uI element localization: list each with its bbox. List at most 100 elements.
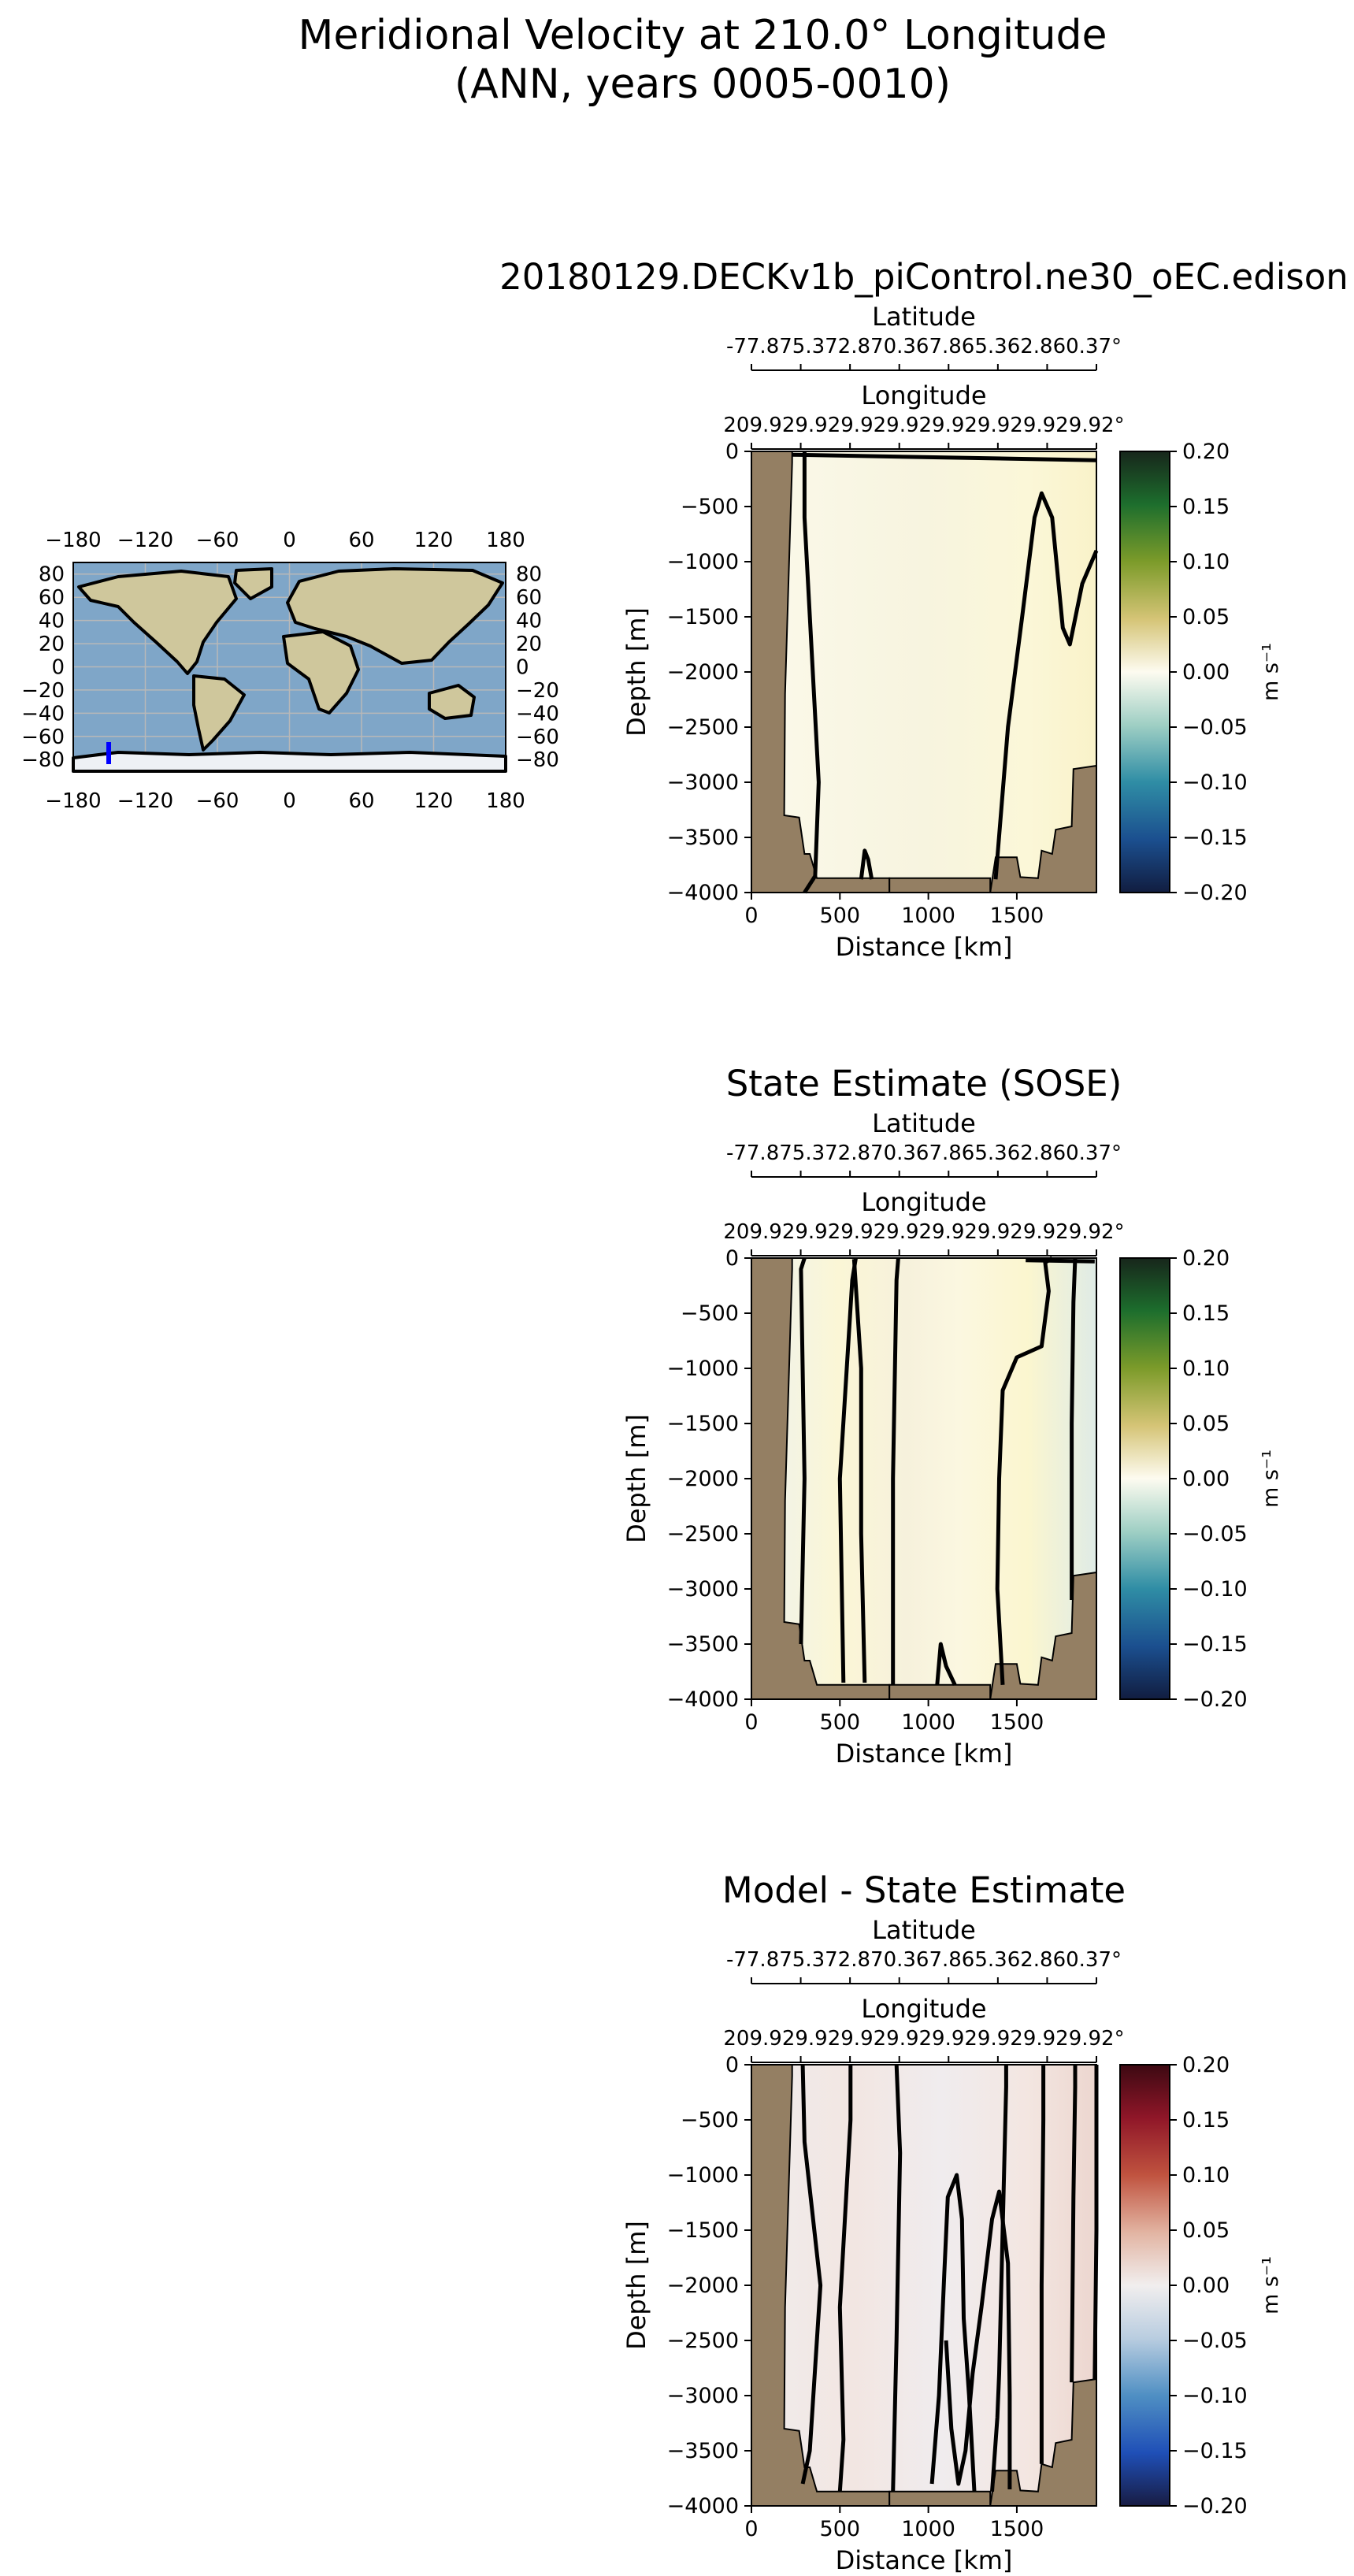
colorbar-tick-label: 0.20 (1182, 440, 1230, 464)
y-tick-label: −2500 (667, 715, 739, 740)
map-bottom-tick-label: −60 (196, 789, 239, 813)
map-right-tick-label: −40 (516, 702, 559, 726)
y-tick-label: −500 (681, 1301, 739, 1326)
colorbar-tick-label: 0.20 (1182, 1246, 1230, 1271)
map-top-tick-label: 0 (283, 529, 296, 552)
velocity-field (751, 1258, 1096, 1699)
colorbar-label: m s⁻¹ (1259, 1449, 1283, 1508)
transect-panel-3: Model - State Estimate Latitude -77.875.37… (621, 1869, 1283, 2575)
x-axis-label: Distance [km] (836, 1739, 1013, 1769)
zero-contour (859, 848, 874, 880)
secondary-axis-ticks: 209.929.929.929.929.929.929.929.92° (723, 1220, 1124, 1244)
map-bottom-tick-label: −120 (117, 789, 173, 813)
map-right-tick-label: 60 (516, 586, 542, 610)
colorbar (1119, 451, 1170, 893)
colorbar-tick-label: 0.00 (1182, 660, 1230, 685)
zero-contour (800, 2064, 823, 2485)
secondary-axis-label: Longitude (861, 1187, 986, 1217)
zero-contour (802, 451, 821, 894)
colorbar-tick-label: 0.05 (1182, 2218, 1230, 2243)
map-top-tick-label: −60 (196, 529, 239, 552)
map-right-tick-label: −60 (516, 726, 559, 749)
colorbar-tick-label: −0.10 (1182, 770, 1248, 795)
colorbar-label: m s⁻¹ (1259, 2256, 1283, 2314)
colorbar-tick-label: −0.10 (1182, 1577, 1248, 1602)
colorbar-tick-label: −0.05 (1182, 715, 1248, 740)
secondary-axis-label: Latitude (872, 1915, 976, 1945)
colorbar-tick-label: 0.05 (1182, 605, 1230, 629)
zero-contour (990, 2065, 1008, 2492)
map-right-tick-label: 40 (516, 610, 542, 633)
x-tick-label: 1000 (901, 1710, 955, 1735)
y-axis-label: Depth [m] (621, 607, 651, 737)
panel-title: 20180129.DECKv1b_piControl.ne30_oEC.edis… (499, 256, 1348, 298)
zero-contour (995, 1256, 1054, 1685)
map-left-tick-label: −20 (21, 679, 65, 703)
map-bottom-tick-label: 120 (414, 789, 454, 813)
x-tick-label: 500 (820, 2517, 861, 2541)
map-left-tick-label: 0 (51, 655, 65, 679)
panels: 20180129.DECKv1b_piControl.ne30_oEC.edis… (499, 256, 1348, 2575)
map-left-tick-label: −40 (21, 702, 65, 726)
transect-panel-1: 20180129.DECKv1b_piControl.ne30_oEC.edis… (499, 256, 1348, 962)
colorbar-tick-label: 0.10 (1182, 550, 1230, 574)
secondary-axis-ticks: 209.929.929.929.929.929.929.929.92° (723, 2027, 1124, 2051)
y-axis-label: Depth [m] (621, 2221, 651, 2350)
colorbar-tick-label: 0.00 (1182, 1467, 1230, 1491)
y-tick-label: 0 (725, 1246, 739, 1271)
zero-contour (837, 2065, 853, 2492)
colorbar (1119, 2064, 1170, 2507)
y-tick-label: −1000 (667, 1357, 739, 1381)
secondary-axis-label: Longitude (861, 380, 986, 410)
zero-contour (993, 491, 1099, 880)
location-map: −180 −120 −60 0 60 120 180 −180 −120 −60 0 60 120 180… (21, 529, 559, 813)
colorbar-tick-label: −0.05 (1182, 2329, 1248, 2353)
map-bottom-tick-label: 0 (283, 789, 296, 813)
map-tick-labels: −180 −120 −60 0 60 120 180 −180 −120 −60 0 60 120 180… (21, 529, 559, 813)
x-tick-label: 500 (820, 904, 861, 928)
zero-contour (1026, 1258, 1095, 1264)
zero-contour (792, 452, 1097, 462)
y-tick-label: −2000 (667, 660, 739, 685)
x-tick-label: 0 (744, 2517, 758, 2541)
y-tick-label: −2000 (667, 1467, 739, 1491)
y-tick-label: −4000 (667, 881, 739, 905)
australia (428, 684, 476, 720)
y-tick-label: −3500 (667, 2439, 739, 2463)
colorbar-tick-label: 0.05 (1182, 1412, 1230, 1436)
map-land (72, 567, 507, 773)
y-tick-label: −3000 (667, 770, 739, 795)
zero-contour (891, 1257, 900, 1685)
x-tick-label: 0 (744, 1710, 758, 1735)
zero-contour (1070, 2065, 1078, 2383)
africa (282, 630, 360, 715)
map-top-tick-label: −180 (45, 529, 101, 552)
map-top-tick-label: 60 (348, 529, 374, 552)
y-tick-label: −1500 (667, 1412, 739, 1436)
south-america (192, 674, 246, 752)
colorbar-tick-label: −0.15 (1182, 1632, 1248, 1657)
y-tick-label: 0 (725, 440, 739, 464)
colorbar-tick-label: 0.10 (1182, 2163, 1230, 2188)
colorbar-tick-label: −0.20 (1182, 881, 1248, 905)
y-tick-label: −4000 (667, 2494, 739, 2518)
north-america (77, 570, 238, 675)
map-left-tick-label: 60 (39, 586, 65, 610)
map-bottom-tick-label: −180 (45, 789, 101, 813)
secondary-axis-ticks: -77.875.372.870.367.865.362.860.37° (726, 335, 1122, 358)
y-tick-label: −2500 (667, 1522, 739, 1546)
colorbar-tick-label: −0.05 (1182, 1522, 1248, 1546)
map-bottom-tick-label: 60 (348, 789, 374, 813)
map-top-tick-label: −120 (117, 529, 173, 552)
colorbar-tick-label: 0.15 (1182, 1301, 1230, 1326)
y-tick-label: −500 (681, 2108, 739, 2132)
y-tick-label: −3000 (667, 2384, 739, 2408)
map-top-tick-label: 120 (414, 529, 454, 552)
secondary-axis-label: Latitude (872, 1108, 976, 1138)
colorbar-tick-label: −0.15 (1182, 826, 1248, 850)
colorbar-tick-label: −0.15 (1182, 2439, 1248, 2463)
y-axis-label: Depth [m] (621, 1414, 651, 1543)
map-top-tick-label: 180 (486, 529, 525, 552)
map-left-tick-label: −80 (21, 748, 65, 772)
bathymetry (888, 1683, 992, 1700)
